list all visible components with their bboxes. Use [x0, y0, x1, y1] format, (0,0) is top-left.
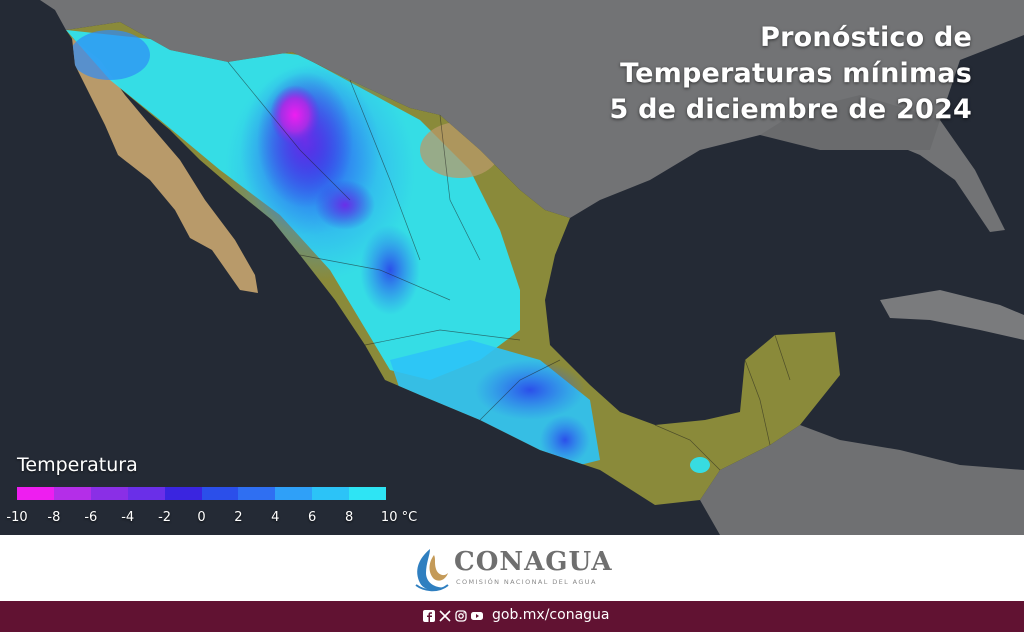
legend-tick-label: 2: [234, 510, 243, 525]
legend-swatch: [17, 487, 54, 500]
footer-logo-area: [0, 535, 1024, 601]
legend-tick-label: -6: [84, 510, 98, 525]
usa-coast: [760, 95, 940, 150]
central-america-land: [700, 425, 1024, 535]
site-url-link[interactable]: gob.mx/conagua: [492, 607, 610, 623]
forecast-map: Pronóstico de Temperaturas mínimas 5 de …: [0, 0, 1024, 535]
legend-ticks: -10 -8 -6 -4 -2 0 2 4 6 8 10 °C: [0, 510, 440, 530]
legend-tick-label: -2: [158, 510, 172, 525]
logo-name: CONAGUA: [454, 547, 613, 577]
conagua-emblem-icon: [415, 549, 449, 592]
legend-tick-label: 8: [344, 510, 354, 525]
cuba-land: [880, 290, 1024, 340]
usa-land: [40, 0, 1024, 232]
legend-title: Temperatura: [17, 454, 138, 476]
legend-swatch: [201, 487, 239, 500]
legend-tick-label: -8: [47, 510, 61, 525]
legend-tick-label: 10 °C: [380, 510, 418, 525]
legend-swatch: [53, 487, 91, 500]
legend-colorbar: [17, 487, 387, 500]
legend-swatch: [312, 487, 350, 500]
legend-swatch: [90, 487, 128, 500]
legend-tick-label: 0: [197, 510, 206, 525]
legend-tick-label: -4: [121, 510, 135, 525]
legend-swatch: [349, 487, 387, 500]
x-icon[interactable]: [438, 609, 451, 622]
title-line-3: 5 de diciembre de 2024: [609, 94, 972, 125]
legend-tick-label: 4: [271, 510, 280, 525]
title-line-1: Pronóstico de: [760, 22, 972, 53]
legend-swatch: [164, 487, 202, 500]
state-borders: [227, 61, 791, 471]
instagram-icon[interactable]: [454, 609, 467, 622]
baja-california: [72, 38, 258, 293]
map-svg: [40, 0, 1024, 535]
logo-subtitle: COMISIÓN NACIONAL DEL AGUA: [456, 578, 597, 586]
footer-bar: [0, 601, 1024, 632]
title-line-2: Temperaturas mínimas: [620, 58, 972, 89]
facebook-icon[interactable]: [422, 609, 435, 622]
legend-tick-label: 6: [308, 510, 317, 525]
social-icons: [422, 609, 483, 622]
legend-tick-label: -10: [6, 510, 28, 525]
legend-swatch: [127, 487, 165, 500]
legend-swatch: [238, 487, 276, 500]
legend-swatch: [275, 487, 313, 500]
conagua-logo: CONAGUA COMISIÓN NACIONAL DEL AGUA: [410, 545, 640, 595]
youtube-icon[interactable]: [470, 609, 483, 622]
